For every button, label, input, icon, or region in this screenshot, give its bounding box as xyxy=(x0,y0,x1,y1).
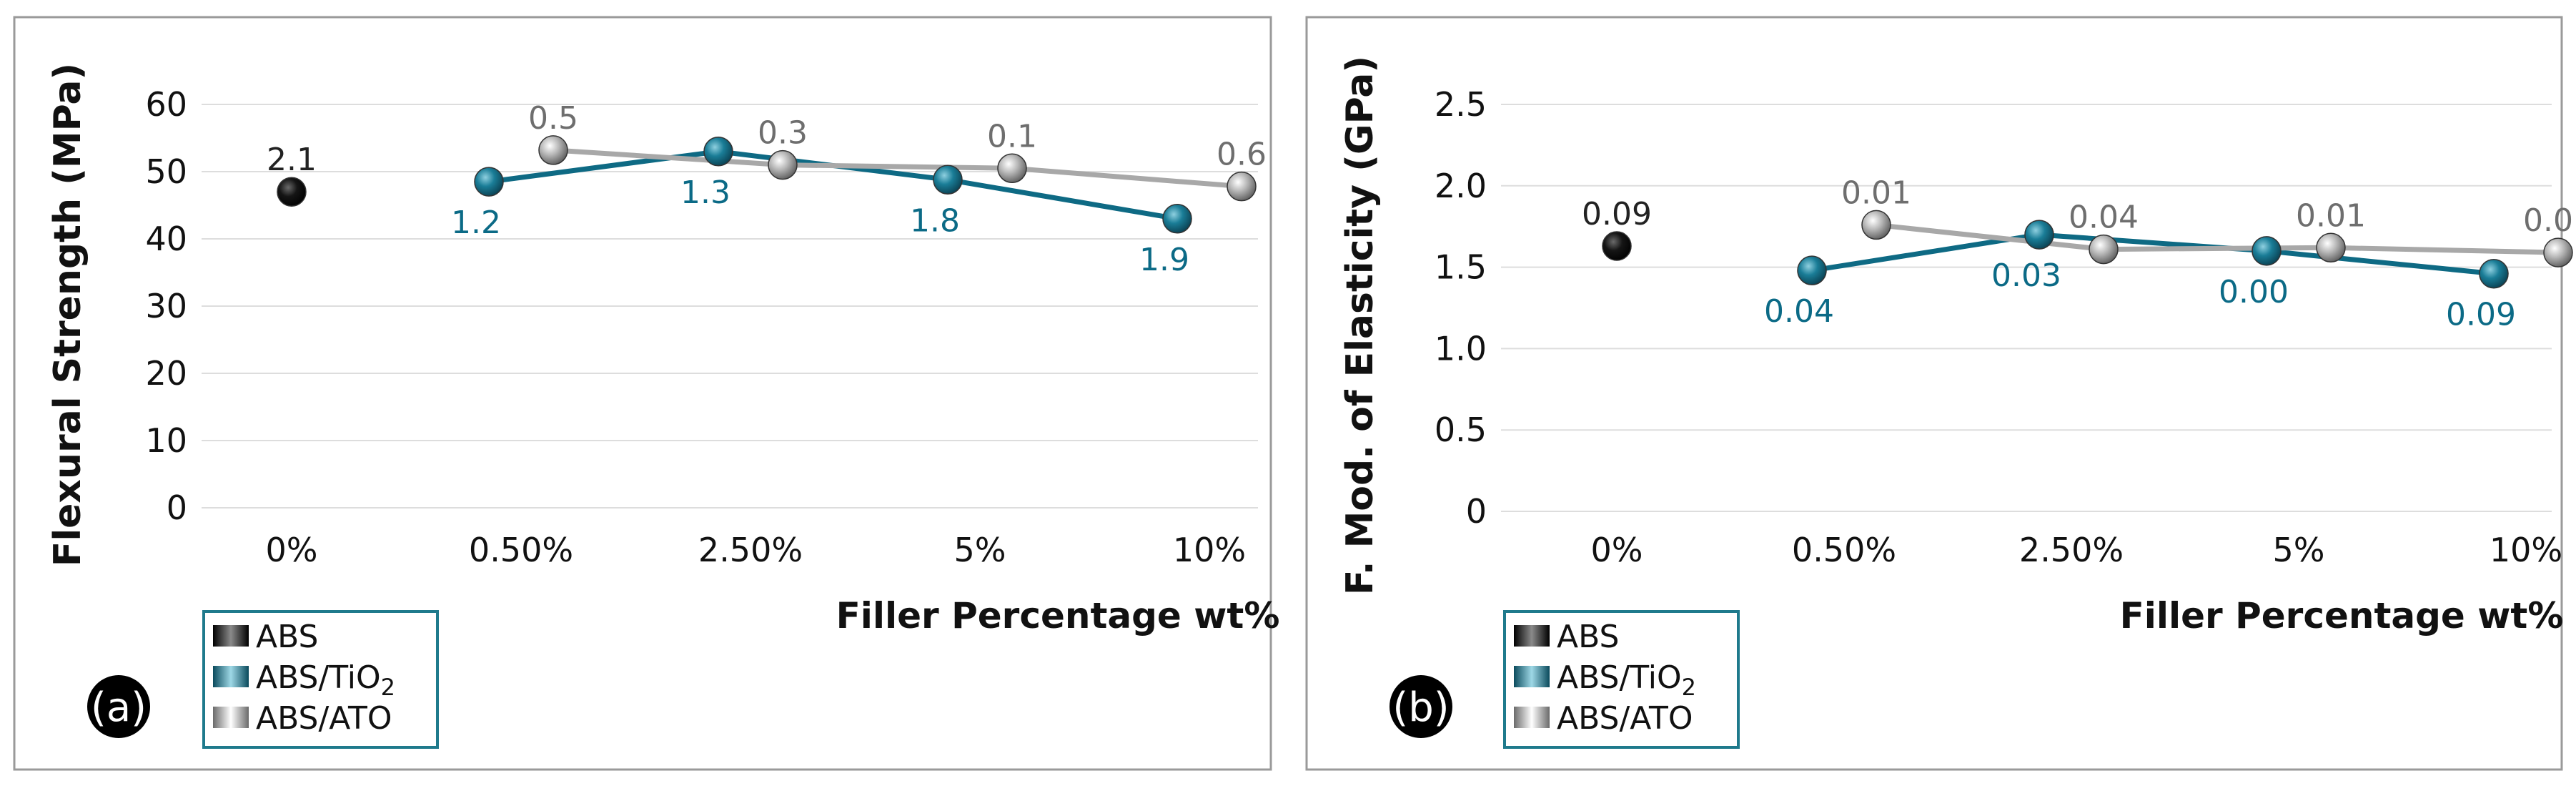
legend-swatch-tio2 xyxy=(213,666,249,687)
data-label-tio2: 1.9 xyxy=(1139,242,1189,278)
panel-b: 00.51.01.52.02.50% 0.50% 2.50% 5% 10%0.010.0… xyxy=(1305,16,2576,771)
data-label-ato: 0.01 xyxy=(2296,197,2366,234)
legend-swatch-ato xyxy=(1514,707,1550,728)
data-point-tio2 xyxy=(1162,204,1192,234)
data-point-abs xyxy=(277,177,307,207)
data-label-tio2: 0.09 xyxy=(2446,297,2516,333)
data-point-tio2 xyxy=(2251,236,2282,266)
data-point-ato xyxy=(1227,171,1257,202)
data-point-tio2 xyxy=(703,137,733,167)
series-line-ato xyxy=(1876,222,2559,255)
x-tick-label: 0% xyxy=(266,531,318,569)
data-label-tio2: 1.3 xyxy=(680,175,730,211)
data-point-abs xyxy=(1602,231,1632,261)
data-label-tio2: 1.2 xyxy=(451,205,501,241)
legend-label-ato: ABS/ATO xyxy=(256,700,392,737)
legend-swatch-tio2 xyxy=(1514,666,1550,687)
panel-a-ylabel: Flexural Strength (MPa) xyxy=(46,63,89,566)
legend-label-ato: ABS/ATO xyxy=(1557,700,1693,737)
data-point-tio2 xyxy=(1797,255,1827,285)
data-label-tio2: 0.00 xyxy=(2219,274,2289,310)
y-tick-label: 2.0 xyxy=(1435,167,1487,205)
y-tick-label: 30 xyxy=(145,287,187,325)
y-tick-label: 0 xyxy=(167,488,187,527)
y-tick-label: 50 xyxy=(145,152,187,191)
x-tick-label: 2.50% xyxy=(2019,531,2124,569)
y-tick-label: 40 xyxy=(145,220,187,258)
panel-a-plot: 0 10 20 30 40 50 60 0% 0.50% 2.50% 5% 10% 0.5 0.3 0.1 0… xyxy=(145,85,1267,569)
y-tick-label: 0 xyxy=(1466,492,1487,531)
data-point-ato xyxy=(768,149,798,180)
legend-label-abs: ABS xyxy=(256,619,318,655)
data-point-ato xyxy=(2089,234,2119,265)
data-label-ato: 0.5 xyxy=(528,100,578,137)
y-tick-label: 20 xyxy=(145,354,187,393)
x-tick-label: 0% xyxy=(1591,531,1643,569)
data-label-ato: 0.04 xyxy=(2069,200,2139,236)
data-label-ato: 0.1 xyxy=(987,118,1037,154)
legend-swatch-ato xyxy=(213,707,249,728)
panel-a-legend: ABS ABS/TiO2 ABS/ATO xyxy=(202,610,439,749)
y-tick-label: 60 xyxy=(145,85,187,124)
data-label-abs: 0.09 xyxy=(1582,196,1652,232)
panel-b-label: (b) xyxy=(1392,684,1449,731)
data-label-tio2: 0.03 xyxy=(1991,257,2061,294)
y-tick-label: 10 xyxy=(145,421,187,460)
legend-swatch-abs xyxy=(213,625,249,647)
data-point-tio2 xyxy=(933,164,963,195)
series-line-tio2 xyxy=(488,149,1178,222)
panel-b-legend: ABS ABS/TiO2 ABS/ATO xyxy=(1503,610,1740,749)
legend-label-abs: ABS xyxy=(1557,619,1619,655)
panel-b-ylabel: F. Mod. of Elasticity (GPa) xyxy=(1339,56,1382,595)
x-tick-label: 0.50% xyxy=(469,531,573,569)
x-tick-label: 2.50% xyxy=(698,531,803,569)
series-line-tio2 xyxy=(1811,232,2495,277)
legend-swatch-abs xyxy=(1514,625,1550,647)
data-point-ato xyxy=(538,135,568,165)
panel-b-xlabel: Filler Percentage wt% xyxy=(2120,595,2564,637)
y-tick-label: 1.0 xyxy=(1435,329,1487,368)
panel-a-label-badge xyxy=(87,675,150,738)
y-tick-label: 0.5 xyxy=(1435,411,1487,449)
data-label-tio2: 1.8 xyxy=(910,202,960,239)
legend-label-tio2: ABS/TiO2 xyxy=(256,659,395,701)
series-line-ato xyxy=(553,147,1242,190)
legend-label-tio2: ABS/TiO2 xyxy=(1557,659,1696,701)
data-point-tio2 xyxy=(2024,220,2054,250)
x-tick-label: 0.50% xyxy=(1792,531,1896,569)
x-tick-label: 10% xyxy=(1173,531,1246,569)
y-tick-label: 2.5 xyxy=(1435,85,1487,124)
data-label-ato: 0.01 xyxy=(2523,202,2576,239)
panel-a-frame xyxy=(13,16,1272,771)
data-label-ato: 0.01 xyxy=(1841,175,1911,211)
data-point-ato xyxy=(2316,232,2346,263)
data-point-ato xyxy=(997,153,1027,184)
y-tick-label: 1.5 xyxy=(1435,248,1487,287)
data-label-ato: 0.6 xyxy=(1217,137,1267,173)
data-point-tio2 xyxy=(2479,258,2509,289)
data-label-tio2: 0.04 xyxy=(1764,293,1834,330)
panel-a-label: (a) xyxy=(91,684,147,731)
data-point-tio2 xyxy=(474,167,504,197)
panel-b-frame xyxy=(1305,16,2563,771)
data-label-ato: 0.3 xyxy=(758,115,808,152)
x-tick-label: 10% xyxy=(2490,531,2562,569)
panel-a-xlabel: Filler Percentage wt% xyxy=(836,595,1280,637)
data-label-abs: 2.1 xyxy=(267,142,317,178)
panel-b-plot: 00.51.01.52.02.50% 0.50% 2.50% 5% 10%0.010.0… xyxy=(1435,85,2576,569)
data-point-ato xyxy=(2543,237,2573,267)
x-tick-label: 5% xyxy=(2273,531,2325,569)
data-point-ato xyxy=(1861,210,1891,240)
panel-b-label-badge xyxy=(1389,675,1452,738)
panel-a: 0 10 20 30 40 50 60 0% 0.50% 2.50% 5% 10% 0.5 0.3 0.1 0… xyxy=(13,16,1280,771)
x-tick-label: 5% xyxy=(954,531,1006,569)
